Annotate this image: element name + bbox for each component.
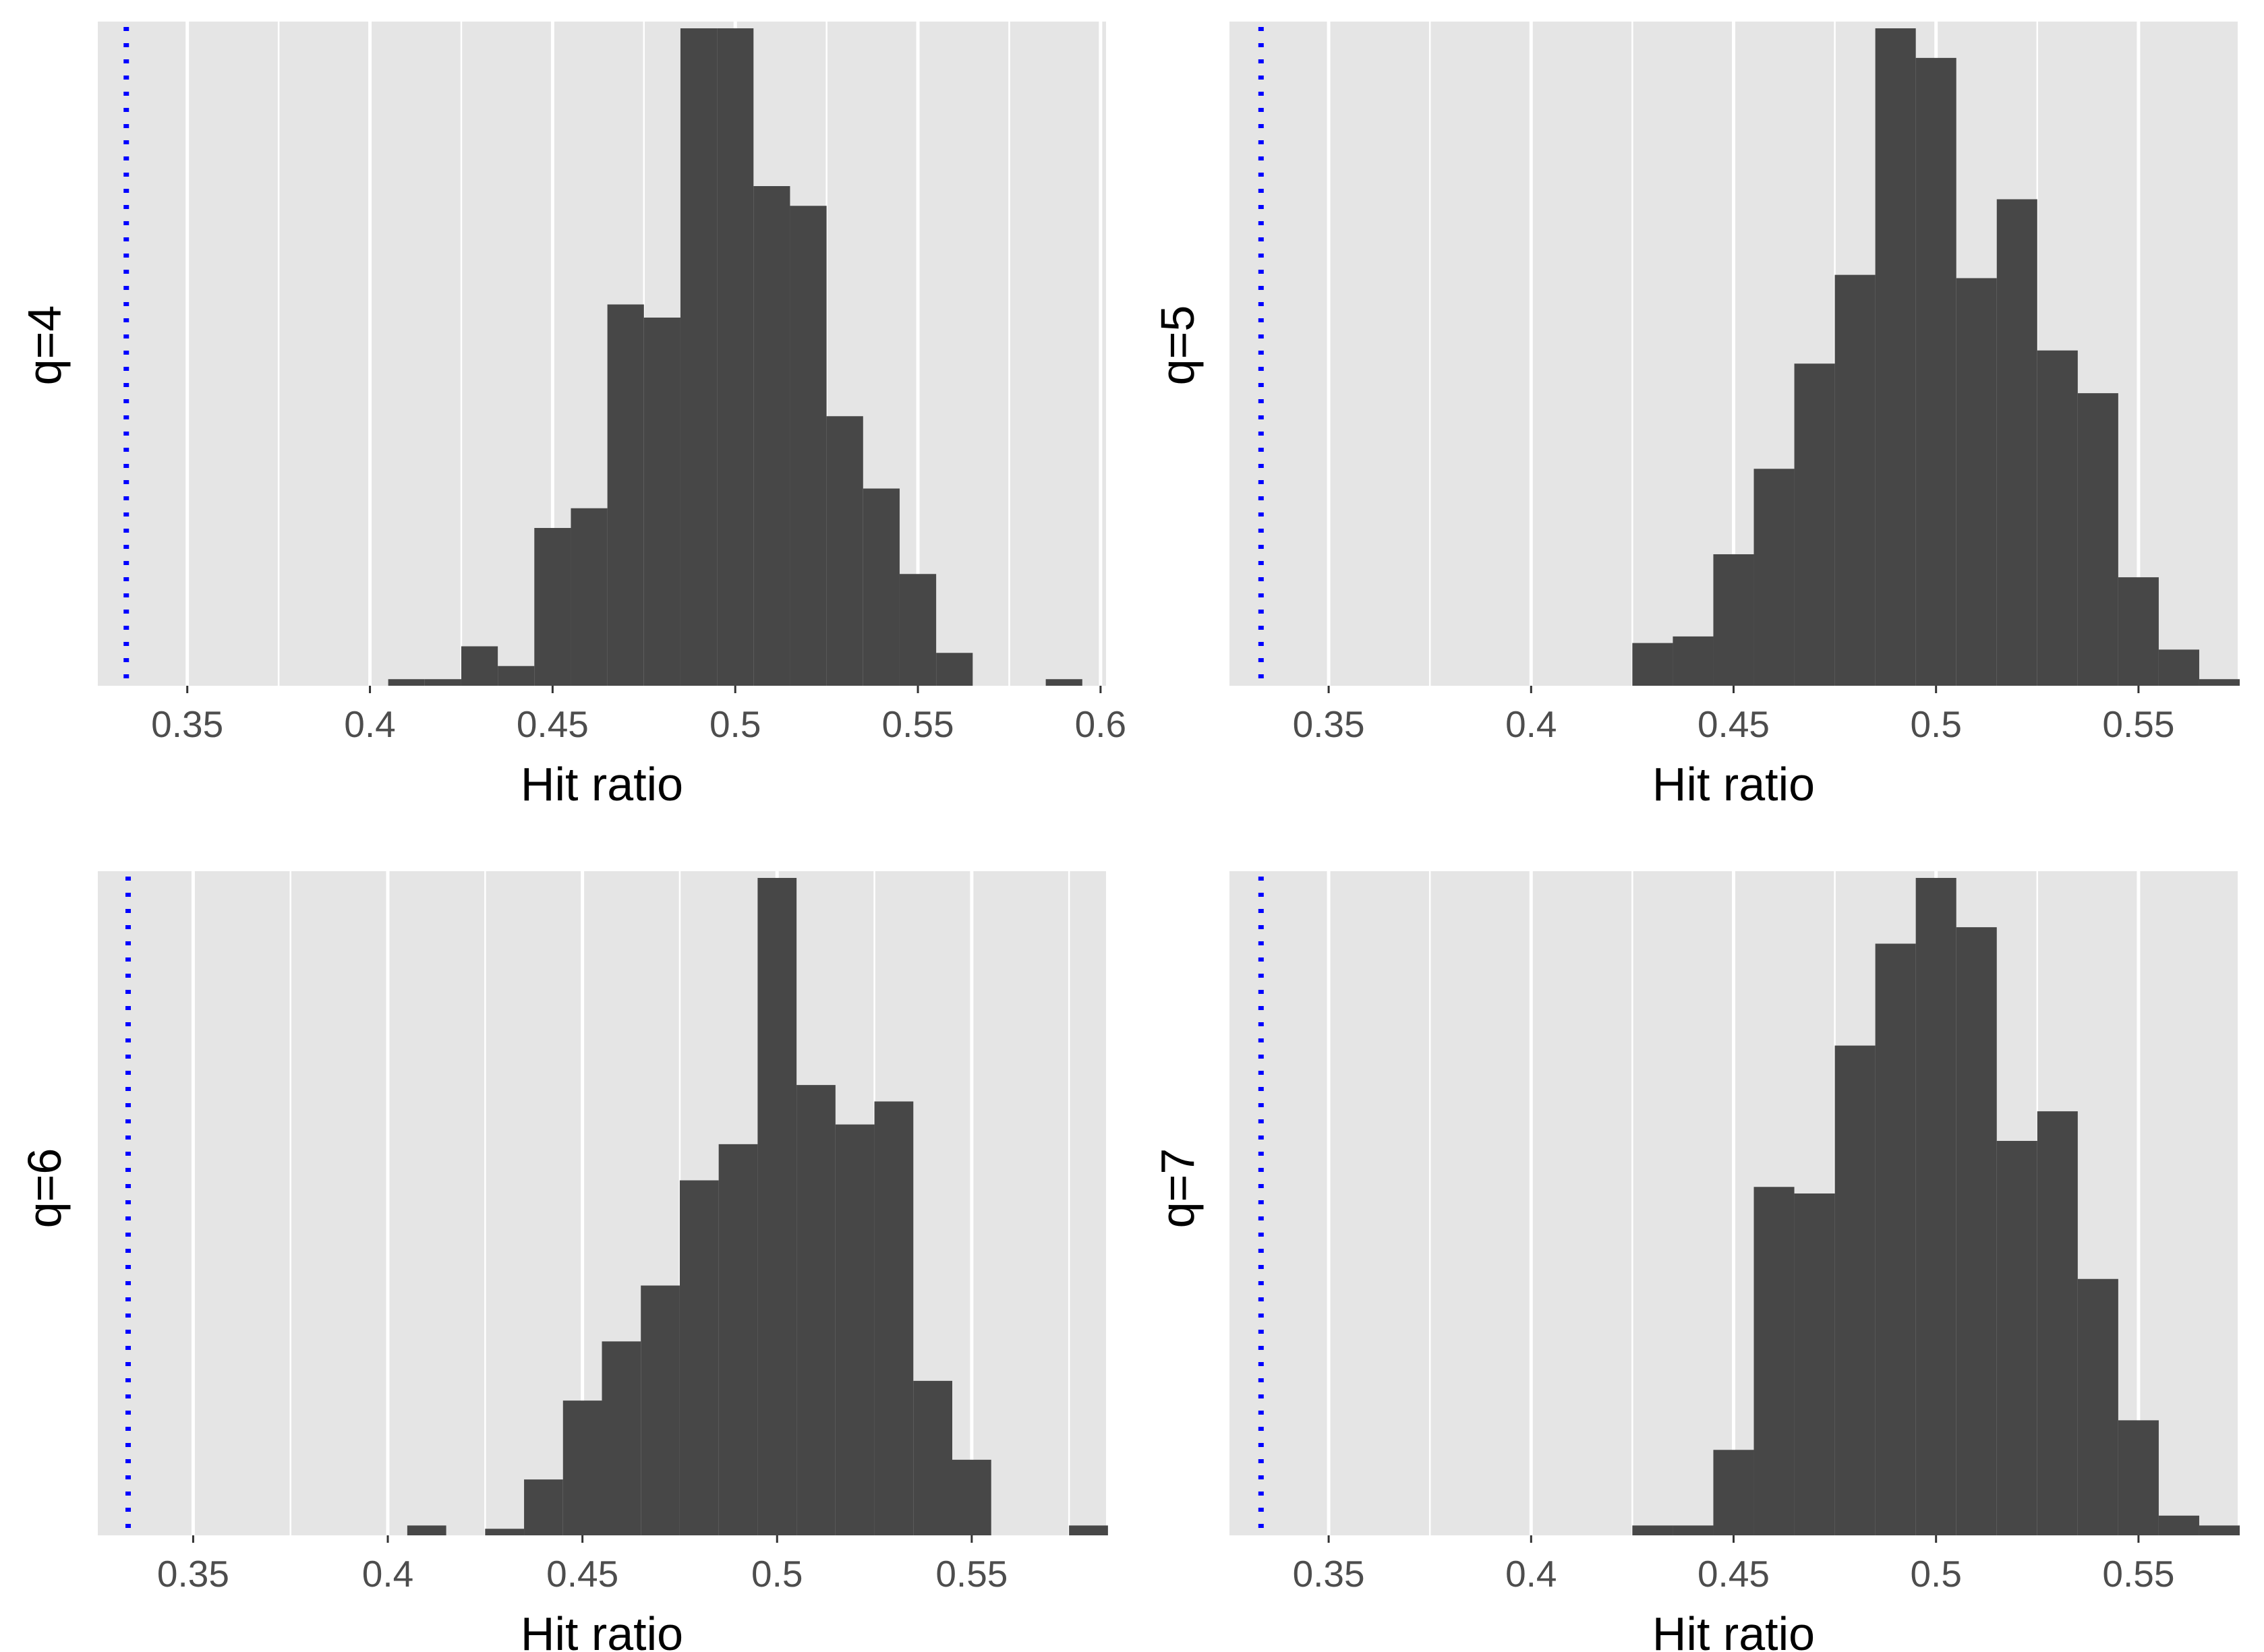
histogram-bar [643,318,680,686]
x-axis-title: Hit ratio [1652,1607,1815,1652]
histogram-bar [863,488,900,686]
histogram-bar [461,646,498,686]
x-tick-label: 0.55 [2102,1553,2174,1595]
histogram-bar [1834,1045,1876,1535]
panel-q4: 0.35 0.4 0.45 0.5 0.55 0.6 Hit ratio q=4 [18,22,1126,810]
histogram-bar [874,1101,914,1535]
y-axis-title: q=4 [18,305,71,386]
histogram-bar [1996,199,2037,686]
histogram-bar [1875,28,1916,686]
histogram-bar [796,1085,836,1535]
histogram-bar [424,679,461,686]
histogram-bar [835,1124,875,1535]
histogram-bar [571,508,608,686]
x-tick-label: 0.45 [1697,703,1770,745]
x-tick-label: 0.55 [882,703,954,745]
histogram-bar [899,574,937,686]
histogram-bar [2199,679,2240,686]
histogram-bar [1673,636,1714,686]
histogram-bar [1834,274,1876,686]
x-tick-label: 0.55 [935,1553,1008,1595]
panel-q6: 0.35 0.4 0.45 0.5 0.55 Hit ratio q=6 [18,871,1108,1652]
histogram-bar [2118,1420,2159,1535]
x-tick-label: 0.35 [1293,703,1365,745]
histogram-bar [1794,1193,1835,1535]
histogram-bar [717,28,754,686]
histogram-bar [913,1380,952,1535]
histogram-bar [2037,350,2078,686]
histogram-bar [1632,643,1673,686]
y-axis-title: q=7 [1151,1148,1204,1229]
histogram-bar [1915,57,1956,686]
y-axis-title: q=6 [18,1148,71,1229]
histogram-bar [562,1400,602,1535]
histogram-bar [534,528,571,686]
x-tick-label: 0.35 [157,1553,229,1595]
x-tick-label: 0.4 [1505,1553,1557,1595]
x-tick-label: 0.45 [546,1553,618,1595]
x-axis-title: Hit ratio [521,758,683,810]
x-tick-label: 0.45 [517,703,589,745]
x-tick-label: 0.4 [362,1553,413,1595]
x-tick-label: 0.5 [1910,1553,1961,1595]
histogram-bar [641,1285,680,1535]
panel-q5: 0.35 0.4 0.45 0.5 0.55 Hit ratio q=5 [1151,22,2240,810]
histogram-bar [2199,1525,2240,1535]
histogram-bar [1045,679,1082,686]
histogram-bar [718,1144,758,1535]
histogram-bar [607,304,644,686]
histogram-bar [1956,278,1997,686]
histogram-bar [1794,363,1835,686]
histogram-bar [1632,1525,1673,1535]
histogram-bar [602,1341,641,1535]
histogram-bar [952,1459,991,1535]
histogram-bar [1956,927,1997,1535]
x-tick-label: 0.6 [1075,703,1126,745]
histogram-bar [936,653,973,686]
histogram-bar [2037,1111,2078,1535]
x-tick-label: 0.35 [151,703,223,745]
x-axis-title: Hit ratio [1652,758,1815,810]
histogram-bar [1915,878,1956,1535]
histogram-bar [790,206,827,686]
histogram-bar [1069,1525,1108,1535]
histogram-bar [1713,554,1754,686]
histogram-bar [2077,393,2118,686]
x-tick-label: 0.5 [1910,703,1961,745]
histogram-bar [407,1525,446,1535]
histogram-bar [2077,1278,2118,1535]
histogram-bar [679,1180,719,1535]
histogram-bar [485,1529,525,1535]
histogram-bar [524,1479,563,1535]
histogram-bar [1875,943,1916,1535]
histogram-bar [1713,1450,1754,1535]
x-tick-label: 0.4 [344,703,395,745]
x-axis-title: Hit ratio [521,1607,683,1652]
histogram-bar [1996,1141,2037,1535]
histogram-bar [2118,577,2159,686]
histogram-bar [1673,1525,1714,1535]
x-tick-label: 0.5 [709,703,761,745]
panel-q7: 0.35 0.4 0.45 0.5 0.55 Hit ratio q=7 [1151,871,2240,1652]
y-axis-title: q=5 [1151,305,1204,386]
histogram-bar [680,28,718,686]
x-tick-label: 0.45 [1697,1553,1770,1595]
x-tick-label: 0.5 [751,1553,803,1595]
histogram-bar [498,666,535,686]
histogram-bar [757,878,797,1535]
histogram-bar [753,186,790,686]
x-tick-label: 0.55 [2102,703,2174,745]
histogram-bar [1753,469,1795,686]
histogram-bar [2158,1515,2199,1535]
histogram-bar [826,416,863,686]
histogram-bar [388,679,425,686]
x-tick-label: 0.4 [1505,703,1557,745]
x-tick-label: 0.35 [1293,1553,1365,1595]
histogram-bar [1753,1187,1795,1535]
histogram-bar [2158,649,2199,686]
